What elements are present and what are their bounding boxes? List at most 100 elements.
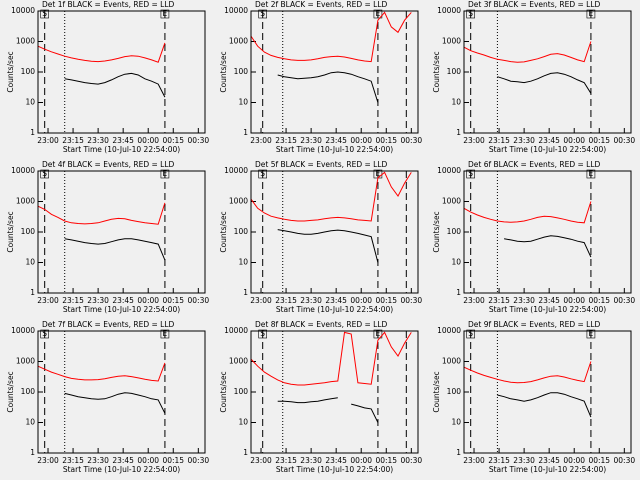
event-label-box	[258, 9, 267, 19]
x-tick-label: 23:00	[250, 136, 272, 145]
x-tick-label: 23:45	[325, 296, 347, 305]
x-tick-label: 00:30	[614, 136, 636, 145]
event-label-box	[40, 329, 49, 339]
x-tick-label: 23:00	[463, 136, 485, 145]
x-tick-label: 23:00	[463, 456, 485, 465]
event-label-box	[373, 9, 383, 19]
series-line	[504, 235, 592, 258]
x-tick-label: 23:15	[62, 296, 84, 305]
chart-panel: Det 2f BLACK = Events, RED = LLD Start Ti…	[219, 0, 422, 154]
x-tick-label: 00:15	[162, 136, 184, 145]
series-line	[64, 238, 166, 261]
x-axis-label: Start Time (10-Jul-10 22:54:00)	[276, 305, 393, 314]
y-tick-label: 100	[447, 67, 462, 76]
y-tick-label: 1000	[16, 197, 35, 206]
event-label-box	[586, 9, 596, 19]
chart-panel: Det 8f BLACK = Events, RED = LLD Start Ti…	[219, 320, 422, 474]
y-tick-label: 100	[234, 67, 249, 76]
y-tick-label: 100	[21, 387, 36, 396]
y-tick-label: 1000	[442, 197, 461, 206]
event-label: E	[163, 169, 168, 178]
event-label-box	[466, 169, 475, 179]
chart-title: Det 4f BLACK = Events, RED = LLD	[42, 160, 175, 169]
y-tick-label: 100	[21, 227, 36, 236]
x-tick-label: 00:00	[137, 296, 159, 305]
event-label: E	[376, 329, 381, 338]
series-line	[277, 71, 379, 103]
x-axis-label: Start Time (10-Jul-10 22:54:00)	[489, 305, 606, 314]
event-label: E	[376, 9, 381, 18]
x-tick-label: 23:15	[62, 456, 84, 465]
series-line	[250, 331, 412, 386]
x-tick-label: 23:30	[300, 296, 322, 305]
y-tick-label: 1	[30, 448, 35, 457]
y-tick-label: 10000	[224, 6, 248, 15]
x-tick-label: 00:30	[614, 456, 636, 465]
x-tick-label: 00:15	[588, 456, 610, 465]
chart-panel: Det 9f BLACK = Events, RED = LLD Start Ti…	[432, 320, 635, 474]
x-tick-label: 00:00	[350, 296, 372, 305]
y-tick-label: 10	[25, 98, 35, 107]
x-tick-label: 23:30	[87, 456, 109, 465]
event-label-box	[258, 329, 267, 339]
event-label: S	[42, 169, 47, 178]
x-tick-label: 23:45	[538, 136, 560, 145]
x-axis-label: Start Time (10-Jul-10 22:54:00)	[489, 145, 606, 154]
event-label: S	[260, 169, 265, 178]
y-tick-label: 1	[243, 448, 248, 457]
y-axis-label: Counts/sec	[432, 371, 441, 412]
x-tick-label: 23:00	[463, 296, 485, 305]
event-label-box	[40, 9, 49, 19]
y-axis-label: Counts/sec	[6, 211, 15, 252]
x-tick-label: 23:15	[488, 456, 510, 465]
x-tick-label: 23:45	[325, 456, 347, 465]
y-tick-label: 100	[447, 227, 462, 236]
y-axis-label: Counts/sec	[6, 371, 15, 412]
x-axis-label: Start Time (10-Jul-10 22:54:00)	[63, 465, 180, 474]
y-tick-label: 10000	[11, 6, 35, 15]
y-tick-label: 10000	[11, 326, 35, 335]
series-line	[64, 72, 166, 98]
x-tick-label: 00:15	[375, 136, 397, 145]
event-label-box	[586, 169, 596, 179]
event-label: E	[376, 169, 381, 178]
x-tick-label: 00:30	[188, 456, 210, 465]
x-tick-label: 23:30	[513, 136, 535, 145]
y-tick-label: 10000	[11, 166, 35, 175]
y-tick-label: 1	[456, 448, 461, 457]
x-tick-label: 23:00	[37, 296, 59, 305]
series-line	[64, 392, 166, 414]
x-tick-label: 23:30	[300, 136, 322, 145]
y-tick-label: 1000	[229, 357, 248, 366]
x-tick-label: 23:30	[513, 296, 535, 305]
x-tick-label: 23:30	[87, 296, 109, 305]
plot-frame	[463, 10, 632, 134]
event-label-box	[373, 329, 383, 339]
series-line	[250, 11, 412, 63]
event-label-box	[160, 169, 170, 179]
plot-frame	[250, 170, 419, 294]
chart-title: Det 3f BLACK = Events, RED = LLD	[468, 0, 601, 9]
x-tick-label: 23:15	[275, 456, 297, 465]
x-tick-label: 23:30	[87, 136, 109, 145]
x-tick-label: 00:15	[588, 136, 610, 145]
series-line	[277, 229, 379, 263]
y-tick-label: 10000	[224, 326, 248, 335]
plot-frame	[37, 330, 206, 454]
x-tick-label: 23:45	[538, 456, 560, 465]
x-tick-label: 23:30	[300, 456, 322, 465]
x-tick-label: 00:00	[350, 136, 372, 145]
x-tick-label: 00:00	[563, 136, 585, 145]
x-tick-label: 23:45	[325, 136, 347, 145]
plot-frame	[37, 170, 206, 294]
event-label: E	[163, 9, 168, 18]
x-tick-label: 00:00	[350, 456, 372, 465]
series-line	[463, 41, 592, 63]
y-tick-label: 100	[234, 227, 249, 236]
chart-title: Det 9f BLACK = Events, RED = LLD	[468, 320, 601, 329]
event-label-box	[466, 329, 475, 339]
y-tick-label: 1	[456, 288, 461, 297]
y-axis-label: Counts/sec	[219, 211, 228, 252]
series-line	[497, 72, 592, 94]
